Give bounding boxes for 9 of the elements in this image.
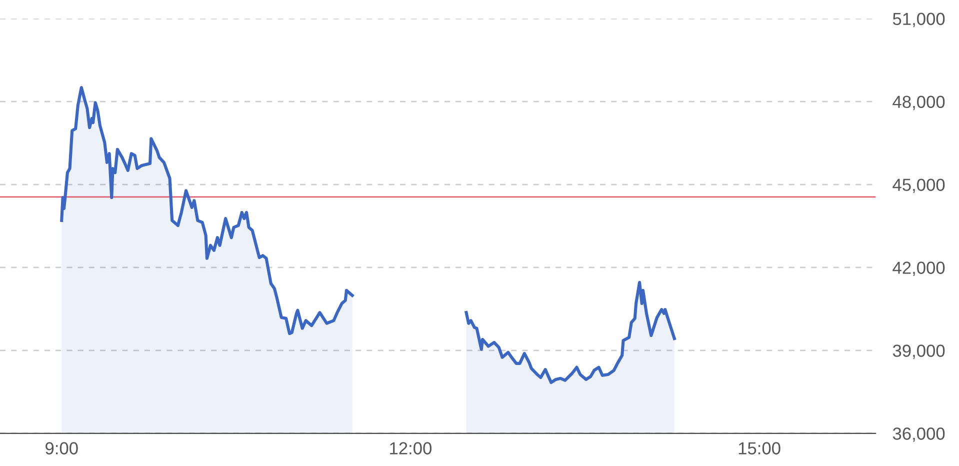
x-tick-label: 9:00	[46, 442, 78, 454]
y-tick-label: 51,000	[892, 12, 945, 28]
y-tick-label: 45,000	[892, 178, 945, 194]
y-tick-label: 36,000	[892, 428, 945, 442]
y-tick-label: 48,000	[892, 96, 945, 110]
x-tick-label: 15:00	[738, 442, 780, 454]
y-tick-label: 42,000	[892, 262, 945, 276]
x-tick-label: 12:00	[390, 442, 432, 454]
y-tick-label: 39,000	[892, 344, 945, 359]
